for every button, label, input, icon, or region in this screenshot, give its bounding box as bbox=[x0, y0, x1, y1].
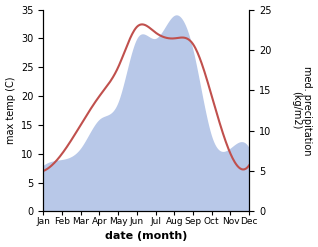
Y-axis label: max temp (C): max temp (C) bbox=[5, 77, 16, 144]
X-axis label: date (month): date (month) bbox=[105, 231, 187, 242]
Y-axis label: med. precipitation
(kg/m2): med. precipitation (kg/m2) bbox=[291, 66, 313, 155]
